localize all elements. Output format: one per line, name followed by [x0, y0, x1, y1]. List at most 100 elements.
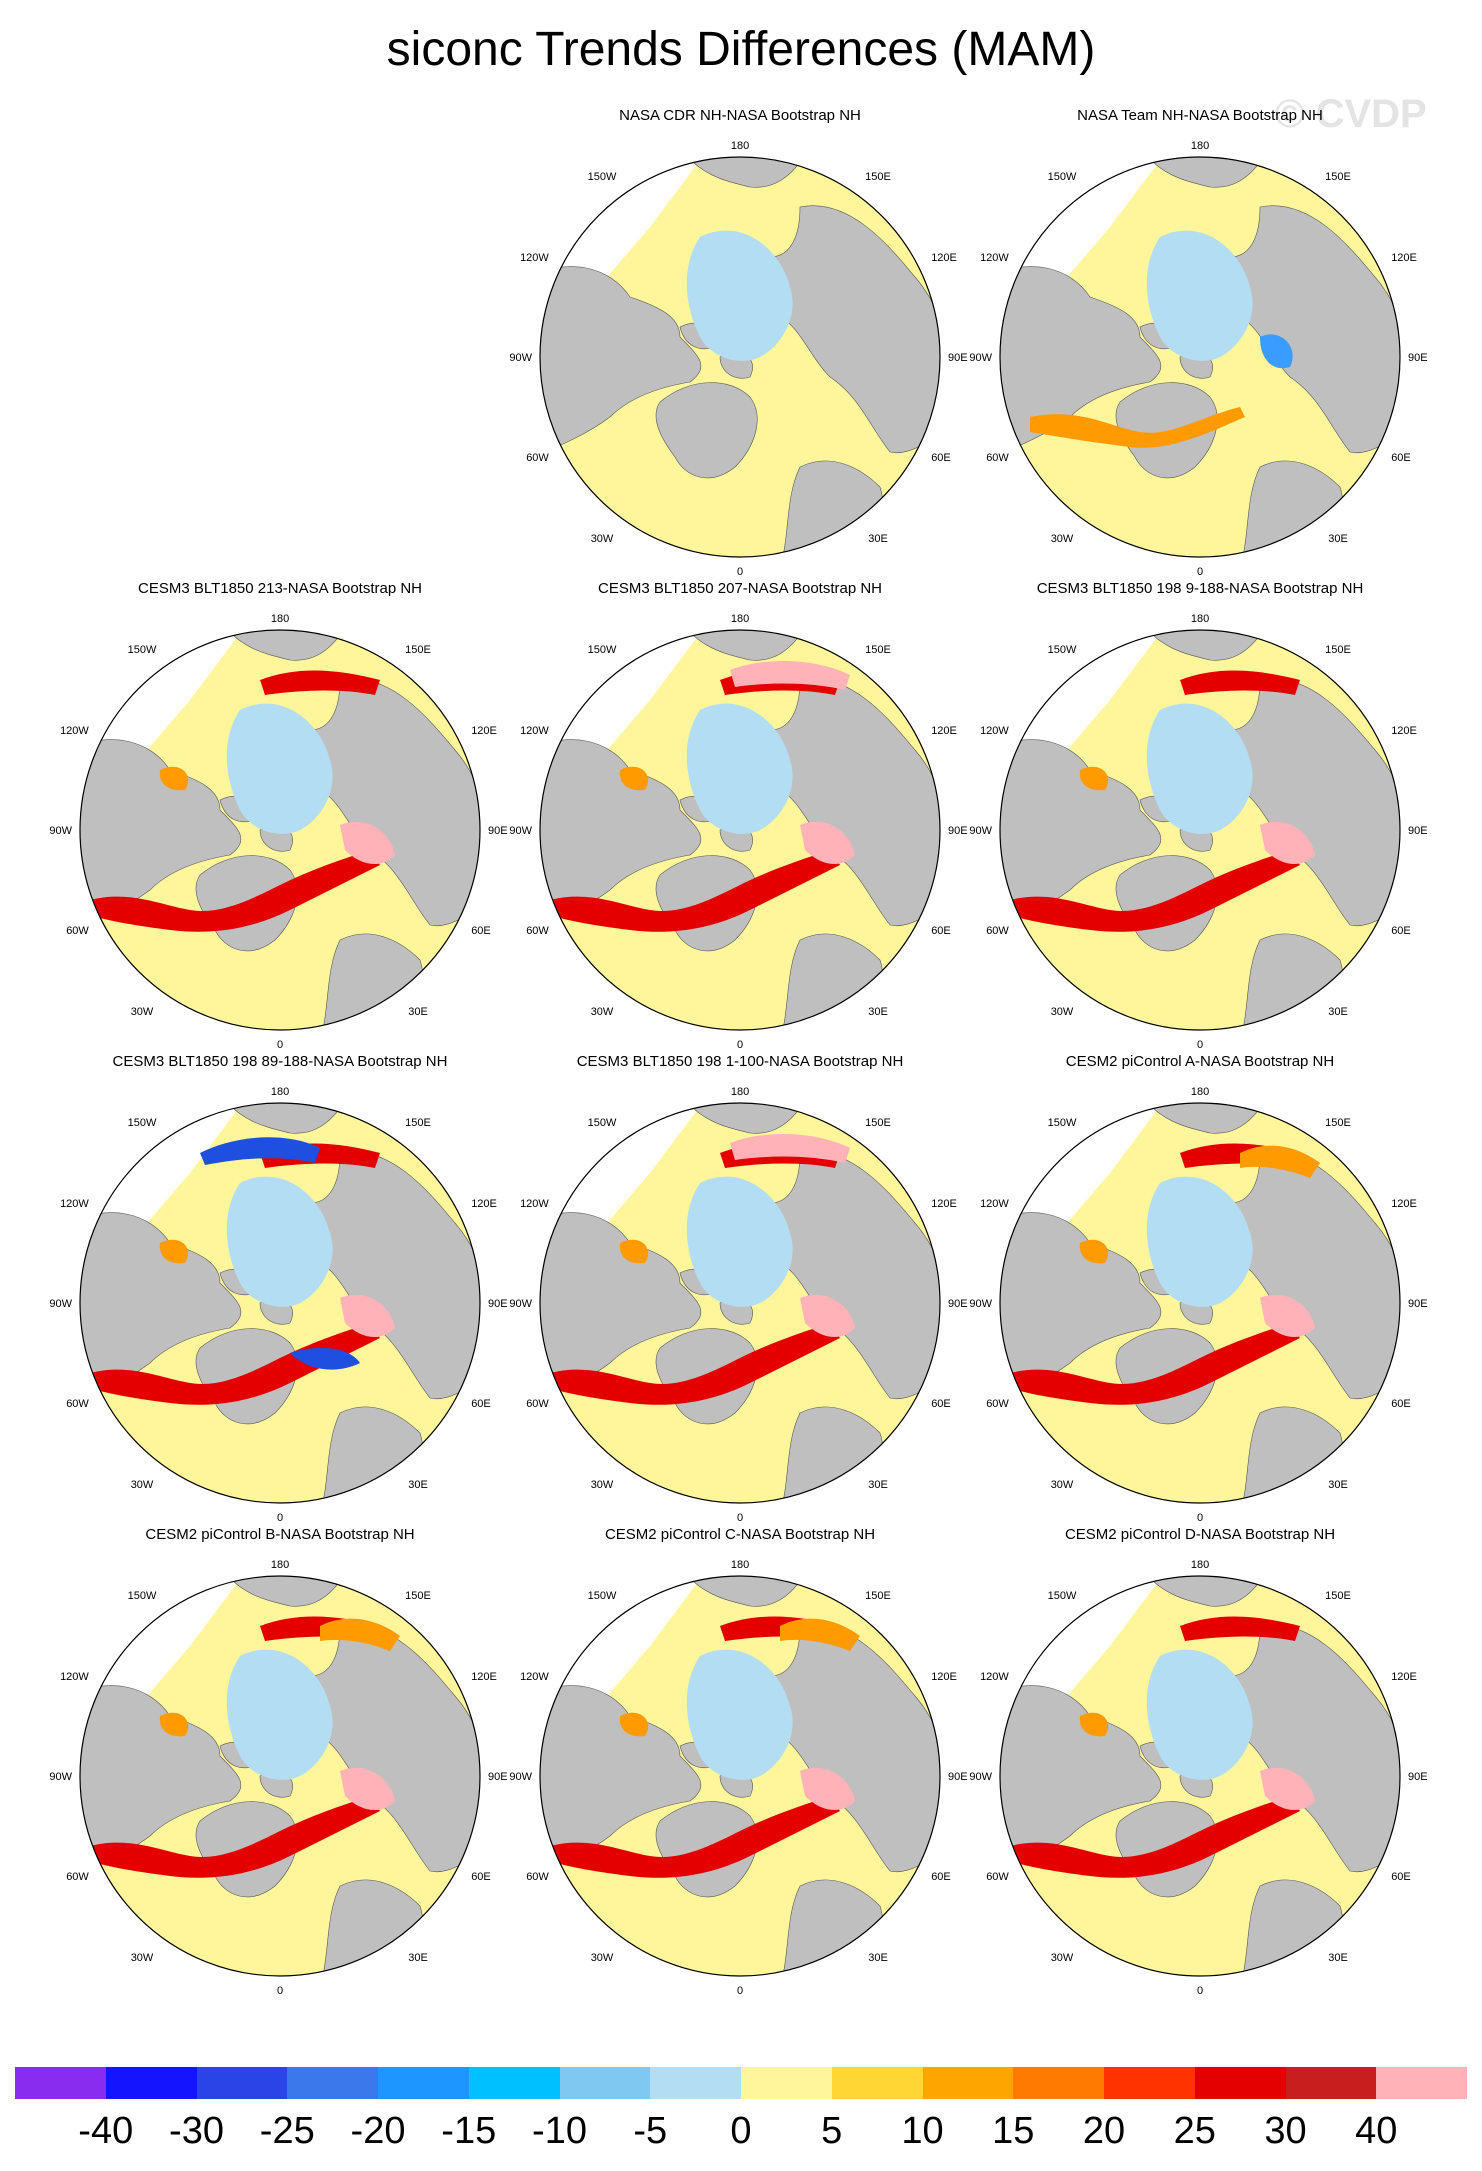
- colorbar-swatch: [15, 2067, 106, 2099]
- colorbar-tick-label: 40: [1355, 2110, 1398, 2152]
- land-mass: [540, 739, 702, 931]
- pacific-anomaly: [1180, 1616, 1300, 1641]
- lon-label-ml: 90W: [509, 1298, 532, 1310]
- lon-label-ll: 60W: [986, 1398, 1009, 1410]
- pacific-anomaly-weak: [1240, 1145, 1320, 1178]
- lon-label-br: 30E: [408, 1479, 428, 1491]
- arctic-basin-anomaly: [1146, 1649, 1253, 1780]
- lon-label-tr: 150E: [865, 644, 891, 656]
- barents-anomaly: [1260, 1767, 1315, 1811]
- lon-label-ll: 60W: [66, 1398, 89, 1410]
- lon-label-lr: 60E: [1391, 1871, 1411, 1883]
- lon-label-mr: 90E: [1408, 352, 1428, 364]
- lon-label-bottom: 0: [277, 1039, 283, 1051]
- barents-anomaly: [340, 1767, 395, 1811]
- lon-label-top: 180: [1191, 613, 1209, 625]
- lon-label-tr: 150E: [865, 1590, 891, 1602]
- pacific-anomaly: [260, 670, 380, 695]
- colorbar-tick-label: 25: [1173, 2110, 1216, 2152]
- land-mass: [540, 1212, 702, 1404]
- lon-label-bottom: 0: [1197, 1985, 1203, 1997]
- barents-anomaly: [800, 821, 855, 865]
- polar-map-panel: 180 150W 150E 120W 120E 90W 90E 60W 60E 30W 30E 0: [509, 140, 968, 578]
- lon-label-top: 180: [271, 1086, 289, 1098]
- colorbar: [15, 2067, 1467, 2099]
- lon-label-ul: 120W: [60, 725, 89, 737]
- lon-label-ll: 60W: [66, 925, 89, 937]
- pacific-anomaly-weak: [320, 1618, 400, 1651]
- lon-label-ul: 120W: [980, 725, 1009, 737]
- lon-label-mr: 90E: [948, 352, 968, 364]
- lon-label-tl: 150W: [1048, 171, 1077, 183]
- lon-label-ml: 90W: [509, 352, 532, 364]
- panel-title: CESM3 BLT1850 198 1-100-NASA Bootstrap N…: [576, 1053, 904, 1070]
- lon-label-ll: 60W: [526, 452, 549, 464]
- lon-label-br: 30E: [1328, 533, 1348, 545]
- lon-label-mr: 90E: [488, 1298, 508, 1310]
- baffin-anomaly: [1079, 1712, 1109, 1737]
- colorbar-tick-label: -10: [532, 2110, 587, 2152]
- lon-label-lr: 60E: [931, 452, 951, 464]
- land-mass: [80, 1212, 242, 1404]
- map-area: [540, 157, 940, 557]
- lon-label-top: 180: [731, 1086, 749, 1098]
- polar-map-panel: 180 150W 150E 120W 120E 90W 90E 60W 60E 30W 30E 0: [49, 1086, 508, 1524]
- colorbar-swatch: [196, 2067, 288, 2099]
- polar-map-panel: 180 150W 150E 120W 120E 90W 90E 60W 60E 30W 30E 0: [509, 1086, 967, 1524]
- map-border: [79, 1575, 481, 1977]
- lon-label-bl: 30W: [591, 1952, 614, 1964]
- anomaly-band: [1030, 407, 1245, 448]
- colorbar-swatch: [105, 2067, 197, 2099]
- lon-label-ur: 120E: [471, 1198, 497, 1210]
- lon-label-ml: 90W: [969, 1298, 992, 1310]
- lon-label-ml: 90W: [969, 825, 992, 837]
- land-mass: [80, 739, 242, 931]
- colorbar-swatch: [1285, 2067, 1377, 2099]
- lon-label-bottom: 0: [737, 566, 743, 578]
- colorbar-tick-label: 5: [821, 2110, 843, 2152]
- arctic-basin-anomaly: [1146, 230, 1253, 361]
- lon-label-tr: 150E: [1325, 1590, 1351, 1602]
- panel-title: CESM2 piControl C-NASA Bootstrap NH: [604, 1526, 876, 1543]
- arctic-basin-anomaly: [1146, 1176, 1253, 1307]
- baffin-anomaly: [1079, 1239, 1109, 1264]
- lon-label-top: 180: [731, 140, 749, 152]
- lon-label-ur: 120E: [1391, 1671, 1417, 1683]
- colorbar-swatch: [650, 2067, 741, 2099]
- lon-label-ml: 90W: [49, 825, 72, 837]
- lon-label-lr: 60E: [471, 1398, 491, 1410]
- lon-label-br: 30E: [868, 533, 888, 545]
- land-mass: [80, 1685, 242, 1877]
- lon-label-ul: 120W: [980, 1198, 1009, 1210]
- map-area: [540, 630, 940, 1030]
- baffin-anomaly: [159, 1239, 189, 1264]
- lon-label-ul: 120W: [520, 725, 549, 737]
- lon-label-top: 180: [271, 1559, 289, 1571]
- lon-label-ur: 120E: [931, 252, 957, 264]
- lon-label-bottom: 0: [277, 1985, 283, 1997]
- colorbar-tick-label: 10: [901, 2110, 944, 2152]
- panel-title: NASA Team NH-NASA Bootstrap NH: [1077, 107, 1323, 124]
- lon-label-mr: 90E: [948, 1771, 968, 1783]
- lon-label-ml: 90W: [509, 1771, 532, 1783]
- colorbar-tick-label: -20: [350, 2110, 406, 2152]
- lon-label-tl: 150W: [588, 644, 617, 656]
- lon-label-bl: 30W: [591, 1479, 614, 1491]
- lon-label-tl: 150W: [128, 1590, 157, 1602]
- map-area: [1000, 1103, 1400, 1503]
- polar-map-panel: 180 150W 150E 120W 120E 90W 90E 60W 60E 30W 30E 0: [49, 613, 507, 1051]
- land-mass: [1000, 739, 1162, 931]
- lon-label-br: 30E: [408, 1006, 428, 1018]
- lon-label-bl: 30W: [1051, 1952, 1074, 1964]
- lon-label-ll: 60W: [526, 925, 549, 937]
- lon-label-top: 180: [1191, 1086, 1209, 1098]
- lon-label-mr: 90E: [1408, 825, 1428, 837]
- lon-label-mr: 90E: [1408, 1771, 1428, 1783]
- lon-label-ul: 120W: [520, 1198, 549, 1210]
- map-area: [80, 630, 480, 1030]
- map-border: [539, 156, 941, 558]
- arctic-basin-anomaly: [686, 703, 793, 834]
- panel-title: CESM2 piControl A-NASA Bootstrap NH: [1065, 1053, 1335, 1070]
- polar-map-panel: 180 150W 150E 120W 120E 90W 90E 60W 60E 30W 30E 0: [969, 1086, 1427, 1524]
- lon-label-tr: 150E: [865, 171, 891, 183]
